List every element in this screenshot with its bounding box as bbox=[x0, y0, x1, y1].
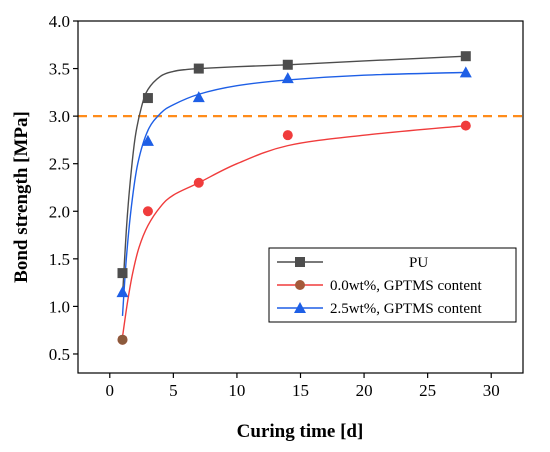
x-tick-label: 15 bbox=[292, 381, 309, 400]
data-point-series-2 bbox=[193, 177, 204, 188]
legend-label: 2.5wt%, GPTMS content bbox=[330, 301, 482, 317]
y-axis: 0.5 1.0 1.5 2.0 2.5 3.0 3.5 4.0 bbox=[49, 12, 78, 364]
x-axis-title: Curing time [d] bbox=[237, 421, 364, 442]
x-tick-label: 10 bbox=[228, 381, 245, 400]
y-tick-label: 4.0 bbox=[49, 12, 70, 31]
legend-marker bbox=[295, 257, 305, 267]
x-tick-label: 30 bbox=[483, 381, 500, 400]
data-point-series-1 bbox=[142, 93, 153, 104]
legend-marker bbox=[294, 302, 306, 313]
x-axis: 0 5 10 15 20 25 30 bbox=[106, 373, 500, 400]
data-point-series-2 bbox=[142, 206, 153, 217]
y-tick-label: 1.0 bbox=[49, 297, 70, 316]
y-tick-label: 1.5 bbox=[49, 250, 70, 269]
data-point-series-3 bbox=[459, 66, 472, 78]
data-point-series-1 bbox=[117, 268, 128, 279]
legend-marker bbox=[295, 280, 305, 290]
y-tick-label: 2.0 bbox=[49, 202, 70, 221]
fit-curve-3 bbox=[121, 71, 466, 316]
data-point-overlap bbox=[117, 334, 128, 345]
legend: PU 0.0wt%, GPTMS content 2.5wt%, GPTMS con… bbox=[268, 247, 517, 323]
x-tick-label: 0 bbox=[106, 381, 115, 400]
data-markers-layer bbox=[116, 51, 472, 345]
x-tick-label: 5 bbox=[169, 381, 178, 400]
legend-label: PU bbox=[409, 255, 428, 271]
data-point-series-3 bbox=[281, 72, 294, 84]
y-tick-label: 3.5 bbox=[49, 60, 70, 79]
data-point-series-3 bbox=[116, 286, 129, 298]
y-tick-label: 3.0 bbox=[49, 107, 70, 126]
data-point-series-2 bbox=[282, 130, 293, 141]
data-point-series-3 bbox=[141, 134, 154, 146]
data-point-series-1 bbox=[193, 63, 204, 74]
legend-label: 0.0wt%, GPTMS content bbox=[330, 278, 482, 294]
y-tick-label: 0.5 bbox=[49, 345, 70, 364]
data-point-series-2 bbox=[460, 120, 471, 131]
data-point-series-3 bbox=[192, 91, 205, 103]
fit-curve-2 bbox=[121, 124, 466, 337]
x-tick-label: 20 bbox=[356, 381, 373, 400]
data-point-series-1 bbox=[460, 51, 471, 62]
y-axis-title: Bond strength [MPa] bbox=[11, 111, 32, 283]
x-tick-label: 25 bbox=[419, 381, 436, 400]
data-point-series-1 bbox=[282, 59, 293, 70]
y-tick-label: 2.5 bbox=[49, 155, 70, 174]
